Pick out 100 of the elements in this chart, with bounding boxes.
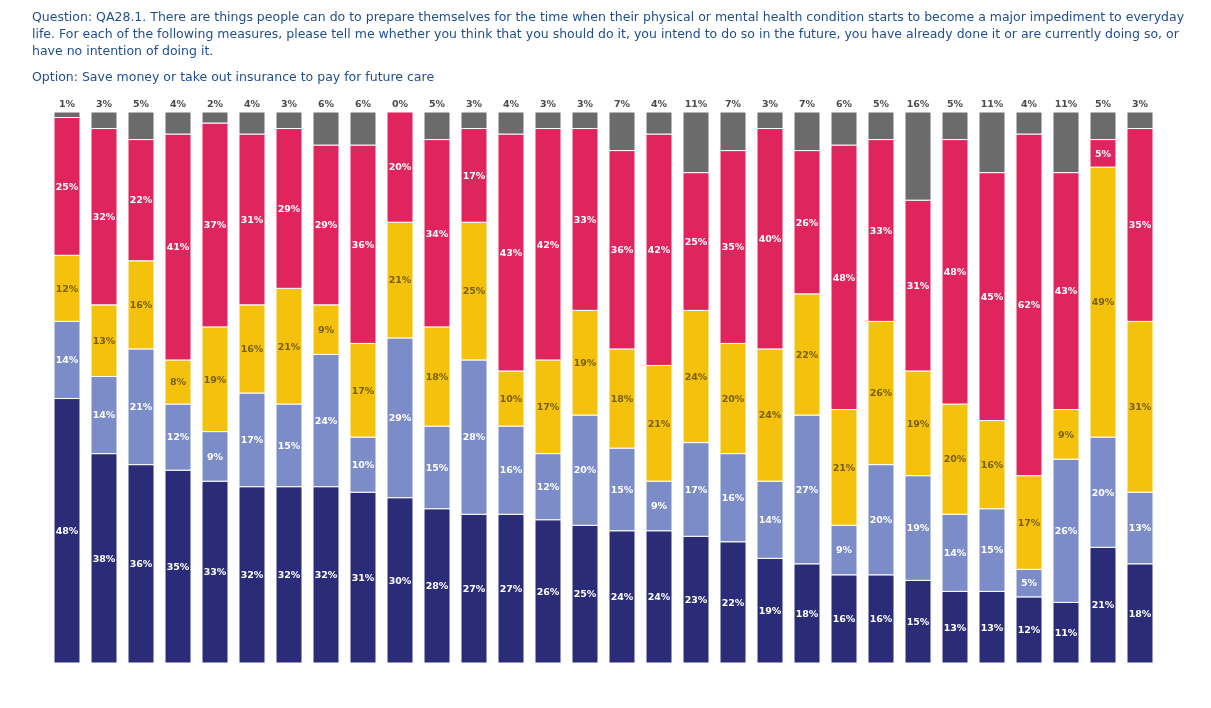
data-label: 21% [129,401,153,413]
data-label: 16% [240,343,264,355]
data-label: 16% [129,299,153,311]
data-label: 16% [721,492,745,504]
data-label: 18% [425,370,449,382]
data-label: 17% [240,434,264,446]
data-label: 27% [499,582,523,594]
data-label: 22% [721,596,745,608]
data-label: 1% [58,98,76,110]
data-label: 13% [1128,522,1152,534]
data-label: 15% [610,483,634,495]
data-label: 33% [203,566,227,578]
data-label: 7% [798,98,816,110]
data-label: 4% [243,98,261,110]
data-label: 48% [832,271,856,283]
data-label: 62% [1017,299,1041,311]
data-label: 25% [462,285,486,297]
data-label: 3% [761,98,779,110]
data-label: 21% [388,274,412,286]
data-label: 32% [240,569,264,581]
data-label: 5% [1094,98,1112,110]
data-label: 4% [502,98,520,110]
data-label: 12% [166,431,190,443]
data-label: 15% [277,439,301,451]
data-label: 14% [92,409,116,421]
data-label: 7% [724,98,742,110]
data-label: 25% [573,588,597,600]
data-label: 32% [92,211,116,223]
data-label: 16% [980,458,1004,470]
data-label: 31% [906,279,930,291]
data-label: 5% [428,98,446,110]
data-label: 9% [835,544,853,556]
data-label: 19% [573,357,597,369]
data-label: 0% [391,98,409,110]
data-label: 9% [206,450,224,462]
data-label: 24% [314,414,338,426]
data-label: 15% [425,461,449,473]
data-label: 17% [1017,516,1041,528]
data-label: 20% [388,161,412,173]
data-label: 41% [166,241,190,253]
data-label: 29% [314,219,338,231]
data-label: 6% [835,98,853,110]
data-label: 25% [684,235,708,247]
data-label: 11% [684,98,708,110]
data-label: 36% [610,244,634,256]
data-label: 9% [317,323,335,335]
data-label: 40% [758,233,782,245]
data-label: 18% [610,392,634,404]
data-label: 37% [203,219,227,231]
data-label: 5% [946,98,964,110]
data-label: 33% [573,213,597,225]
data-label: 19% [203,373,227,385]
data-label: 31% [240,213,264,225]
data-label: 31% [351,571,375,583]
data-label: 11% [980,98,1004,110]
data-label: 26% [795,216,819,228]
data-label: 16% [832,613,856,625]
data-label: 35% [1128,219,1152,231]
data-label: 17% [684,483,708,495]
data-label: 10% [351,458,375,470]
data-label: 27% [462,582,486,594]
chart-title: Question: QA28.1. There are things people can do to prepare themselves for the time when their physical or mental health condition starts to become a major impediment to everyday life. For each of the following measures, please tell me whether you think that you should do it, you intend to do so in the future, you have already done it or are currently doing so, or have no intention of doing it. [31,8,1186,59]
data-label: 24% [647,591,671,603]
data-label: 32% [314,569,338,581]
data-label: 18% [795,607,819,619]
data-label: 34% [425,227,449,239]
data-label: 48% [55,525,79,537]
data-label: 3% [539,98,557,110]
data-label: 33% [869,224,893,236]
data-label: 32% [277,569,301,581]
data-label: 19% [906,417,930,429]
data-label: 17% [351,384,375,396]
data-label: 3% [95,98,113,110]
data-label: 5% [132,98,150,110]
data-label: 20% [869,514,893,526]
data-label: 3% [1131,98,1149,110]
data-label: 7% [613,98,631,110]
data-label: 12% [536,481,560,493]
data-label: 28% [425,580,449,592]
data-label: 22% [129,194,153,206]
data-label: 4% [1020,98,1038,110]
data-label: 21% [1091,599,1115,611]
data-label: 23% [684,593,708,605]
data-label: 16% [906,98,930,110]
data-label: 21% [277,340,301,352]
data-label: 36% [129,558,153,570]
data-label: 35% [166,560,190,572]
data-label: 18% [1128,607,1152,619]
data-label: 6% [317,98,335,110]
data-label: 3% [576,98,594,110]
data-label: 20% [1091,486,1115,498]
data-label: 3% [465,98,483,110]
chart-subtitle: Option: Save money or take out insurance to pay for future care [31,68,436,86]
data-label: 29% [277,202,301,214]
data-label: 35% [721,241,745,253]
data-label: 14% [758,514,782,526]
data-label: 38% [92,552,116,564]
data-label: 21% [832,461,856,473]
data-label: 5% [872,98,890,110]
data-label: 6% [354,98,372,110]
